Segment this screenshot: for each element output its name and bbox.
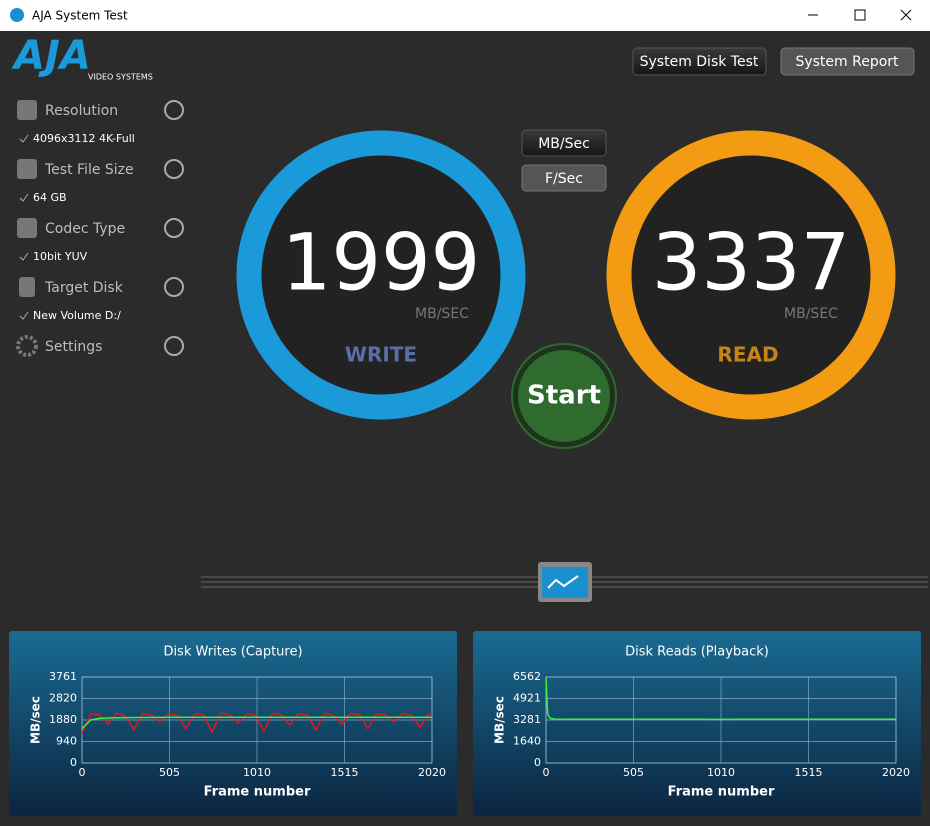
button-label[interactable]: System Report (795, 54, 899, 70)
expand[interactable] (164, 100, 184, 120)
disk-test-button[interactable] (632, 47, 767, 76)
start-button[interactable] (518, 350, 610, 442)
check (19, 193, 29, 202)
y-tick-label: 3281 (513, 713, 541, 726)
x-tick-label: 505 (623, 766, 644, 779)
y-tick-label: 1640 (513, 735, 541, 748)
menu-label[interactable]: Test File Size (44, 162, 134, 178)
graph-icon[interactable] (542, 567, 588, 598)
data-line (81, 716, 432, 730)
chart-title: Disk Reads (Playback) (625, 645, 769, 660)
report-button[interactable] (780, 47, 915, 76)
menu-value: 64 GB (33, 191, 67, 204)
x-tick-label: 1010 (707, 766, 735, 779)
maximize[interactable] (854, 9, 866, 21)
menu-label[interactable]: Codec Type (45, 221, 125, 237)
expand[interactable] (164, 159, 184, 179)
chart-title: Disk Writes (Capture) (163, 645, 302, 660)
x-tick-label: 0 (79, 766, 86, 779)
x-tick-label: 1515 (331, 766, 359, 779)
write-unit: MB/SEC (415, 306, 469, 322)
icon (19, 277, 35, 297)
y-tick-label: 6562 (513, 670, 541, 683)
gauge-bg (249, 143, 513, 407)
title-bar (0, 0, 930, 31)
plot-frame (81, 676, 433, 764)
start-label[interactable]: Start (527, 381, 601, 411)
menu-label[interactable]: Resolution (45, 103, 118, 119)
data-line (545, 676, 896, 721)
gauge-bg (619, 143, 883, 407)
close[interactable] (900, 9, 912, 21)
check (19, 252, 29, 261)
expand[interactable] (164, 277, 184, 297)
mb-button[interactable] (521, 129, 607, 157)
read-unit: MB/SEC (784, 306, 838, 322)
sidebar: Resolution 4096x3112 4K-Full Test File S… (16, 100, 184, 357)
write-label: WRITE (345, 343, 417, 367)
read-label: READ (717, 343, 778, 367)
graph-glyph (547, 575, 579, 589)
y-tick-label: 2820 (49, 692, 77, 705)
button-label[interactable]: System Disk Test (640, 54, 759, 70)
menu-value: 4096x3112 4K-Full (33, 132, 135, 145)
button-label[interactable]: F/Sec (545, 171, 583, 187)
data-line (81, 712, 433, 734)
charts: Disk Writes (Capture) 0 940 1880 2820 3761 0 50… (9, 631, 921, 816)
app-icon (10, 8, 24, 22)
x-axis-label: Frame number (668, 785, 775, 800)
check (19, 134, 29, 143)
icon (17, 159, 37, 179)
expand[interactable] (164, 336, 184, 356)
write-ring (236, 130, 526, 420)
y-tick-label: 0 (70, 756, 77, 769)
y-tick-label: 4921 (513, 692, 541, 705)
y-tick-label: 3761 (49, 670, 77, 683)
write-value: 1999 (282, 218, 481, 308)
menu-value: 10bit YUV (33, 250, 88, 263)
check (19, 311, 29, 320)
menu-value: New Volume D:/ (33, 309, 121, 322)
menu-label[interactable]: Settings (45, 339, 102, 355)
x-tick-label: 505 (159, 766, 180, 779)
logo-sub: VIDEO SYSTEMS (88, 73, 153, 82)
y-axis-label: MB/sec (493, 696, 507, 744)
f-button[interactable] (521, 164, 607, 192)
y-tick-label: 0 (534, 756, 541, 769)
logo: AJA (11, 33, 91, 79)
menu-label[interactable]: Target Disk (44, 280, 124, 296)
icon (17, 218, 37, 238)
window-title: AJA System Test (32, 9, 128, 23)
read-value: 3337 (652, 218, 851, 308)
x-tick-label: 1010 (243, 766, 271, 779)
x-axis-label: Frame number (204, 785, 311, 800)
y-tick-label: 940 (56, 735, 77, 748)
icon (17, 100, 37, 120)
read-ring (606, 130, 896, 420)
x-tick-label: 2020 (882, 766, 910, 779)
button-label[interactable]: MB/Sec (538, 136, 590, 152)
x-tick-label: 2020 (418, 766, 446, 779)
y-axis-label: MB/sec (29, 696, 43, 744)
icon (16, 335, 38, 357)
x-tick-label: 1515 (795, 766, 823, 779)
x-tick-label: 0 (543, 766, 550, 779)
y-tick-label: 1880 (49, 713, 77, 726)
expand[interactable] (164, 218, 184, 238)
